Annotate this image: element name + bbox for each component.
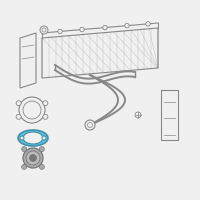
Ellipse shape [23, 132, 43, 144]
Circle shape [23, 101, 41, 119]
Circle shape [30, 154, 36, 162]
Circle shape [125, 23, 129, 28]
Circle shape [146, 22, 150, 26]
Circle shape [88, 122, 92, 128]
Circle shape [85, 120, 95, 130]
Circle shape [42, 136, 46, 140]
Circle shape [80, 27, 84, 32]
Circle shape [16, 101, 21, 106]
Circle shape [22, 147, 27, 152]
Circle shape [23, 148, 43, 168]
Circle shape [43, 114, 48, 119]
Circle shape [39, 147, 44, 152]
Circle shape [20, 136, 24, 140]
Circle shape [16, 114, 21, 119]
Circle shape [40, 26, 48, 34]
Circle shape [22, 164, 27, 169]
Polygon shape [18, 130, 48, 146]
Circle shape [58, 29, 62, 34]
Circle shape [26, 151, 40, 165]
Circle shape [19, 97, 45, 123]
Circle shape [103, 25, 107, 30]
Circle shape [135, 112, 141, 118]
Circle shape [43, 101, 48, 106]
Circle shape [42, 28, 46, 32]
Circle shape [39, 164, 44, 169]
